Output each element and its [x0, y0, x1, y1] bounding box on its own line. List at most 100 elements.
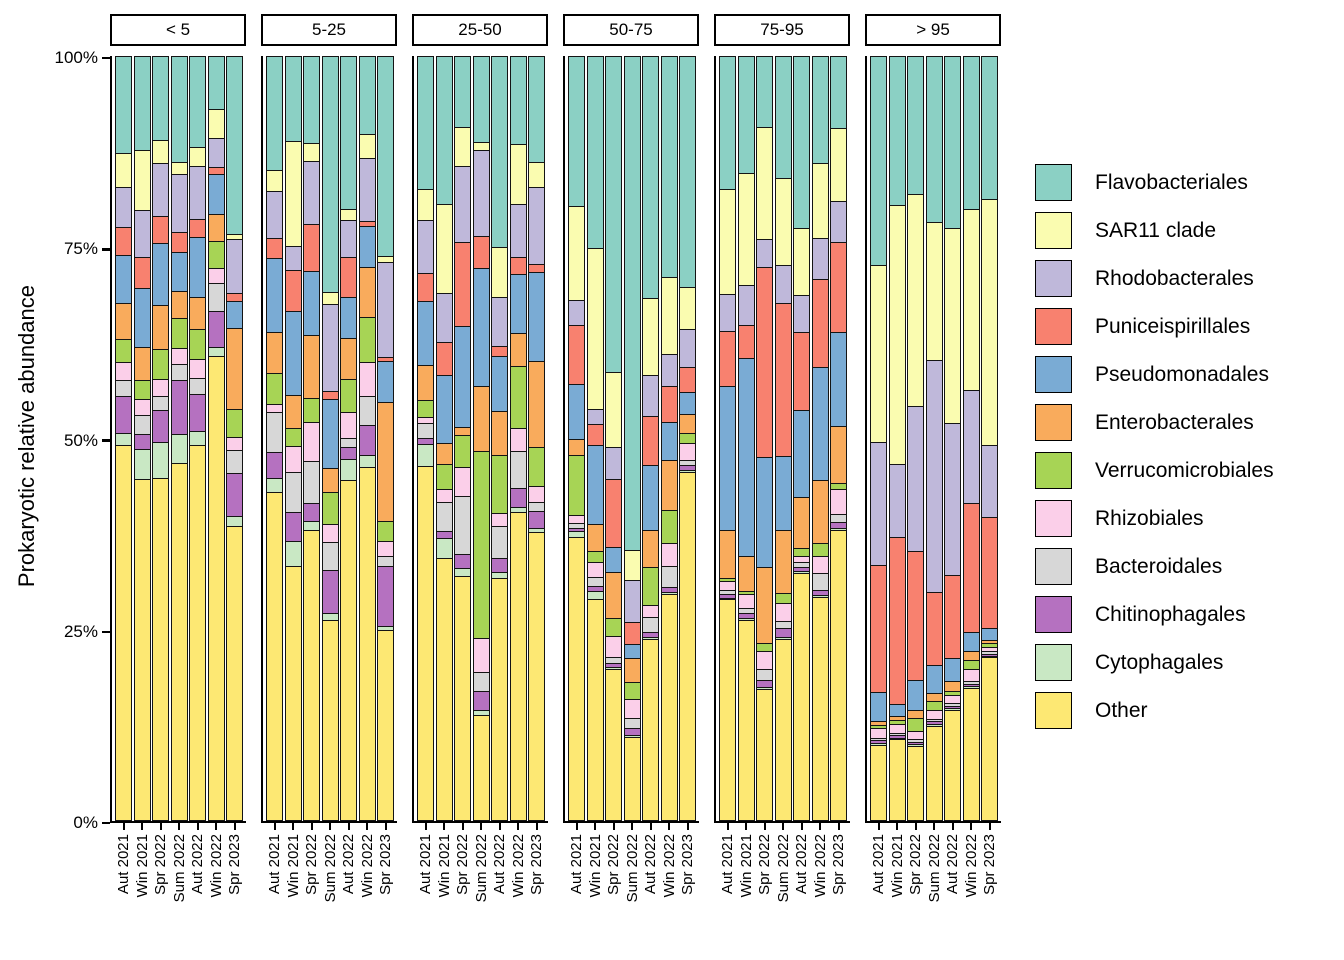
y-tick: 0%: [73, 813, 110, 833]
bar-segment: [304, 503, 319, 521]
y-tick: 50%: [64, 431, 110, 451]
bar-segment: [963, 651, 979, 660]
bar-segment: [529, 272, 544, 362]
y-tick: 75%: [64, 239, 110, 259]
x-tick-label: Sum 2022: [321, 834, 339, 903]
bar-segment: [116, 444, 131, 821]
bar-segment: [529, 57, 544, 163]
x-tick-mark: [273, 823, 276, 830]
bar-segment: [529, 361, 544, 448]
stacked-bar: [605, 56, 622, 821]
y-tick-mark: [102, 630, 110, 633]
bar-segment: [529, 187, 544, 264]
bar-segment: [643, 617, 658, 632]
bar-segment: [304, 161, 319, 225]
bar-segment: [341, 437, 356, 448]
x-tick: Win 2022: [510, 823, 527, 902]
x-tick-label: Aut 2022: [189, 834, 206, 895]
bar-segment: [473, 671, 489, 691]
bar-segment: [116, 186, 131, 228]
bar-segment: [982, 627, 997, 641]
bar-segment: [587, 524, 603, 551]
x-axis: Aut 2021 Win 2021 Spr 2022 Sum 2022 Aut 2022…: [716, 823, 850, 902]
stacked-bar: [811, 56, 829, 821]
bar-segment: [587, 409, 603, 425]
bar-segment: [812, 163, 828, 239]
bar-segment: [982, 444, 997, 517]
x-tick: Aut 2021: [719, 823, 736, 902]
bar-segment: [436, 341, 452, 376]
x-tick-label: Win 2022: [207, 834, 225, 898]
bar-segment: [378, 540, 393, 556]
bar-segment: [267, 478, 282, 492]
bar-segment: [227, 408, 242, 437]
bar-segment: [510, 365, 526, 429]
stacked-bar: [454, 56, 471, 821]
x-tick-mark: [594, 823, 596, 830]
x-tick-label: Spr 2022: [907, 834, 924, 895]
x-tick-mark: [612, 823, 615, 830]
bar-segment: [720, 189, 735, 295]
x-tick: Spr 2022: [605, 823, 622, 902]
bar-segment: [963, 631, 979, 652]
bar-segment: [208, 213, 224, 241]
bar-segment: [661, 594, 677, 820]
x-tick: Win 2022: [963, 823, 980, 902]
x-tick-label: Win 2021: [737, 834, 755, 898]
bar-segment: [757, 642, 772, 652]
bar-segment: [569, 455, 584, 515]
legend-label: Bacteroidales: [1095, 554, 1223, 578]
bar-segment: [322, 57, 338, 293]
bar-segment: [285, 472, 301, 513]
bar-segment: [285, 566, 301, 821]
bar-segment: [606, 479, 621, 548]
bar-segment: [341, 296, 356, 338]
y-tick-label: 50%: [63, 430, 98, 450]
x-tick-mark: [329, 823, 331, 830]
bar-segment: [190, 57, 205, 148]
bar-segment: [587, 598, 603, 820]
bar-segment: [606, 666, 621, 670]
facet-label: 25-50: [412, 14, 548, 46]
legend-item: Other: [1035, 692, 1335, 729]
bar-segment: [116, 362, 131, 380]
bar-segment: [171, 251, 187, 292]
stacked-bar: [491, 56, 508, 821]
panel-plot: [261, 56, 397, 823]
stacked-bar: [774, 56, 792, 821]
bar-segment: [134, 399, 150, 416]
bar-segment: [190, 444, 205, 820]
legend-key: [1035, 452, 1072, 489]
x-tick-mark: [951, 823, 954, 830]
facet-panel-5: 75-95 Aut 2021 Win 2021 Spr 2022 Sum 2022 Aut…: [714, 14, 850, 902]
bar-segment: [190, 147, 205, 166]
bar-segment: [680, 413, 695, 433]
bar-segment: [134, 415, 150, 435]
bar-segment: [492, 356, 507, 412]
bar-segment: [982, 647, 997, 652]
bar-segment: [418, 417, 433, 423]
bar-segment: [963, 686, 979, 689]
bar-segment: [378, 625, 393, 631]
bar-segment: [945, 709, 960, 821]
bar-segment: [492, 57, 507, 248]
bar-segment: [134, 57, 150, 150]
legend-item: SAR11 clade: [1035, 212, 1335, 249]
legend-key: [1035, 644, 1072, 681]
bar-segment: [267, 372, 282, 404]
bar-segment: [134, 346, 150, 381]
bar-segment: [889, 703, 905, 716]
facet-panel-6: > 95 Aut 2021 Win 2021 Spr 2022 Sum 2022 Aut …: [865, 14, 1001, 902]
bar-segment: [643, 530, 658, 567]
bar-segment: [208, 268, 224, 283]
bar-segment: [624, 621, 640, 645]
bar-segment: [982, 199, 997, 445]
legend-key: [1035, 548, 1072, 585]
bar-segment: [116, 254, 131, 304]
bar-segment: [889, 720, 905, 725]
bar-segment: [322, 569, 338, 614]
bar-segment: [738, 593, 754, 608]
bar-segment: [529, 162, 544, 188]
bar-segment: [190, 328, 205, 360]
bar-segment: [871, 725, 886, 728]
